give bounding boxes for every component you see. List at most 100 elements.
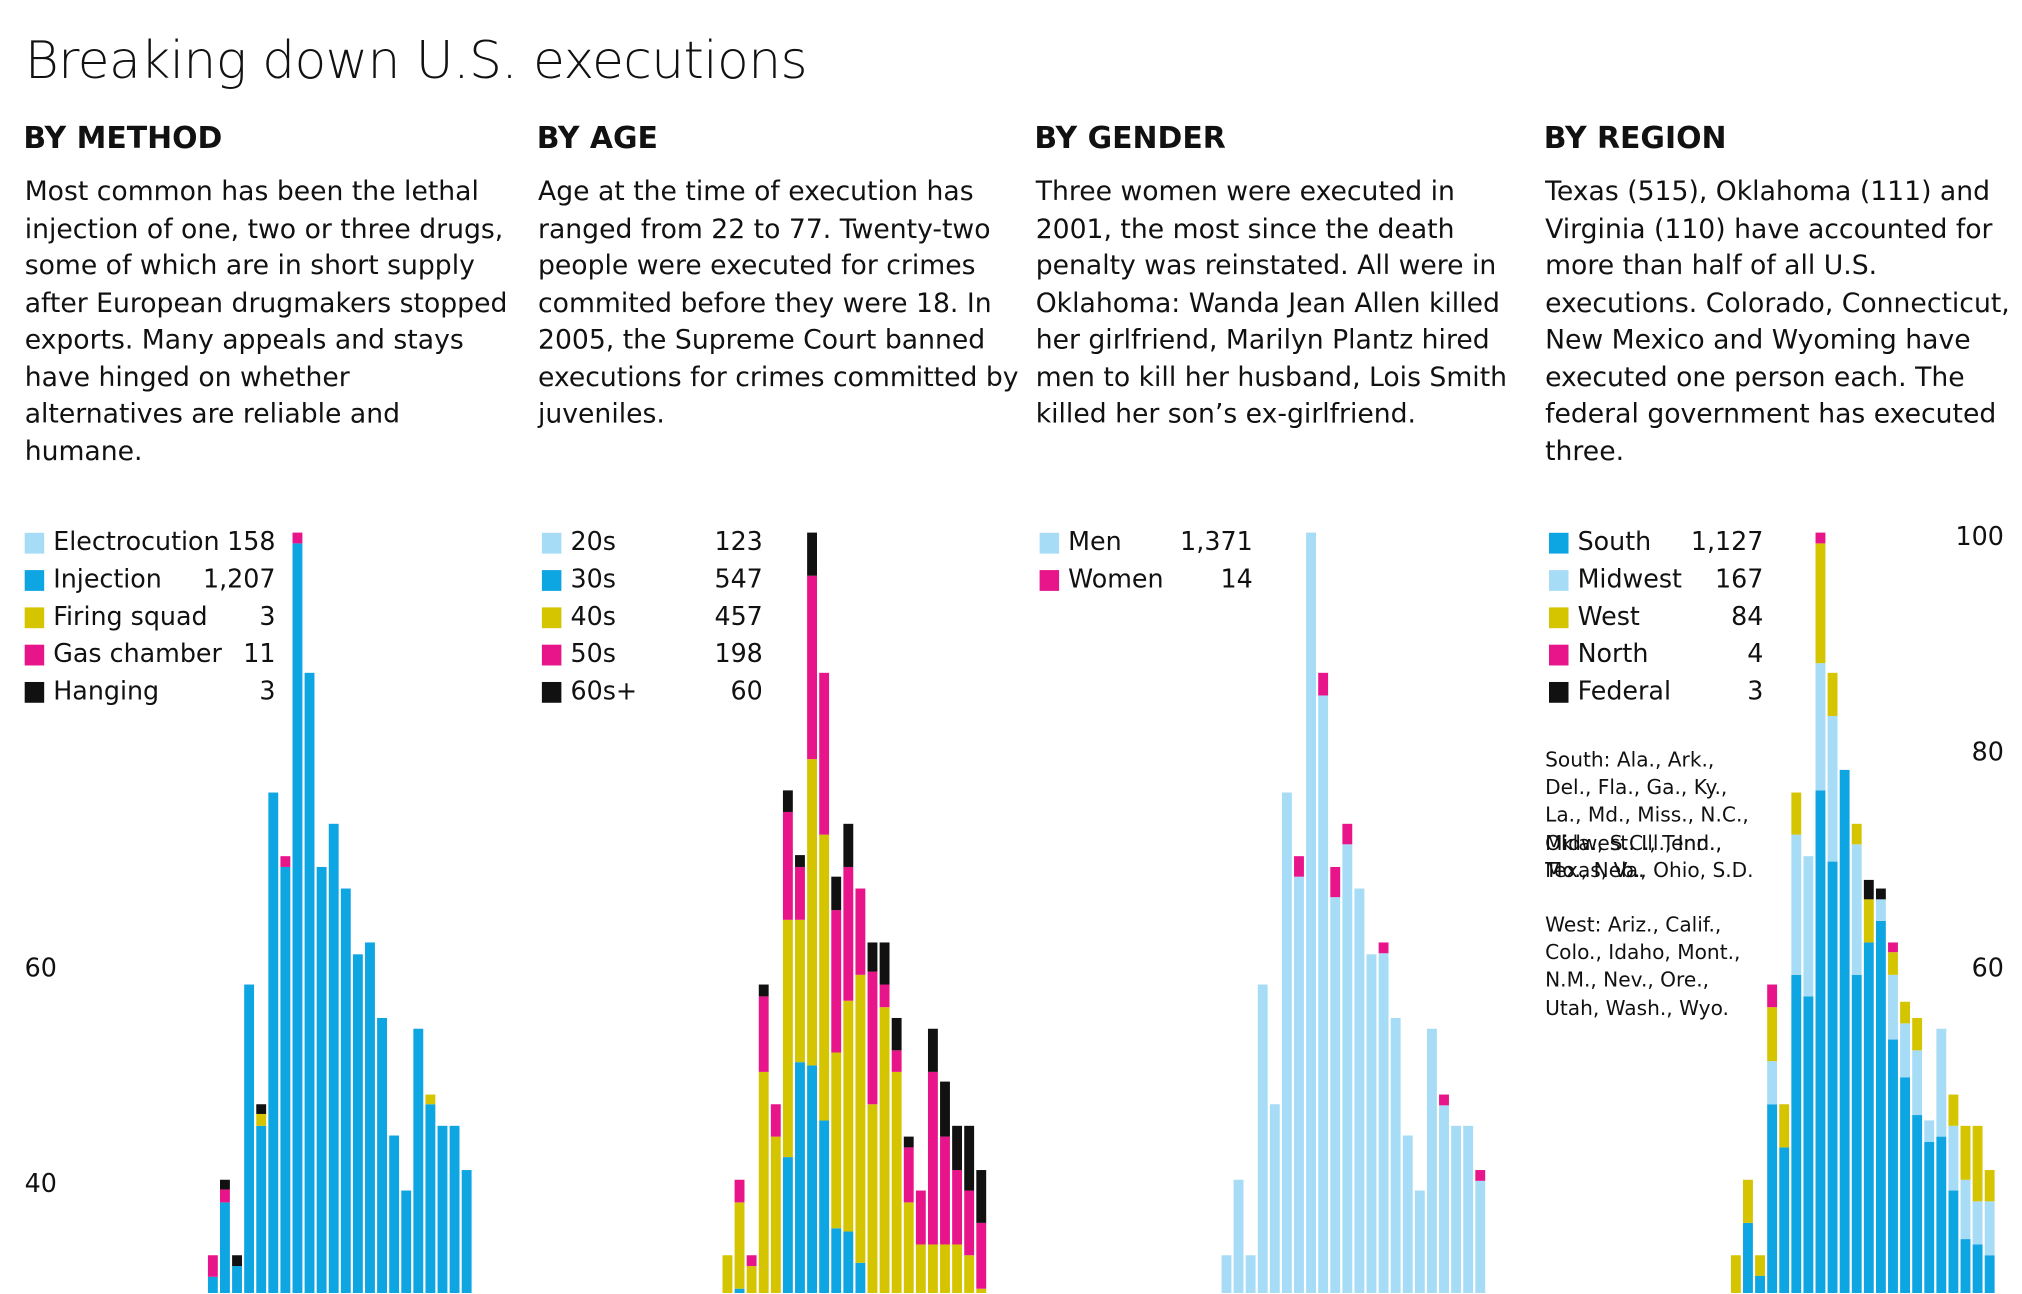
bar-segment (843, 1231, 854, 1294)
bar-segment (232, 1266, 242, 1294)
y-tick-label: 100 (1955, 521, 2003, 551)
bar-segment (879, 984, 890, 1008)
legend-swatch (1039, 570, 1060, 591)
bar-segment (807, 1065, 817, 1294)
bar-segment (1439, 1105, 1449, 1294)
bar-segment (1972, 1244, 1983, 1294)
legend-label: Federal (1578, 675, 1671, 705)
bar-segment (401, 1190, 412, 1294)
bar-segment (843, 1000, 854, 1232)
bar-segment (1924, 1120, 1935, 1143)
bar-segment (1257, 984, 1268, 1294)
legend-total: 547 (714, 563, 762, 593)
legend-swatch (24, 681, 45, 703)
bar-segment (1378, 953, 1389, 1294)
legend-label: Men (1068, 526, 1122, 556)
bar-segment (795, 919, 805, 1063)
bar-segment (915, 1190, 926, 1245)
bar-segment (1791, 974, 1802, 1294)
legend-swatch (1549, 570, 1569, 591)
region-note: West: Ariz., Calif., Colo., Idaho, Mont.… (1545, 913, 1741, 1020)
bar-segment (867, 942, 878, 972)
bar-segment (1888, 952, 1898, 975)
bar-segment (1972, 1125, 1983, 1202)
bar-segment (304, 672, 315, 1294)
bar-segment (1827, 715, 1838, 862)
bar-segment (256, 1125, 267, 1294)
bar-segment (1960, 1179, 1971, 1240)
legend-total: 60 (731, 675, 763, 705)
section-heading: BY GENDER (1034, 122, 1226, 156)
bar-segment (220, 1202, 230, 1294)
bar-segment (1767, 984, 1778, 1008)
bar-segment (1984, 1201, 1995, 1256)
bar-segment (831, 910, 842, 1053)
bar-segment (461, 1170, 472, 1294)
bar-segment (437, 1125, 448, 1294)
bar-segment (758, 996, 769, 1072)
bar-segment (1767, 1061, 1778, 1105)
bar-segment (940, 1244, 950, 1294)
bar-segment (1475, 1170, 1486, 1181)
bar-segment (232, 1255, 242, 1267)
bar-segment (940, 1136, 950, 1245)
legend-label: Women (1068, 563, 1163, 593)
page-title: Breaking down U.S. executions (24, 31, 808, 91)
bar-segment (1269, 1104, 1280, 1294)
bar-segment (1330, 866, 1341, 898)
legend-label: 30s (570, 563, 615, 593)
bar-segment (256, 1113, 267, 1126)
section-text: Texas (515), Oklahoma (111) and Virginia… (1545, 175, 2010, 466)
bar-segment (1912, 1115, 1923, 1294)
bar-segment (1863, 879, 1874, 900)
bar-segment (1791, 792, 1802, 835)
bar-segment (1888, 974, 1898, 1040)
bar-segment (1851, 844, 1862, 975)
legend-swatch (24, 532, 45, 554)
bar-segment (365, 942, 375, 1294)
bar-segment (377, 1017, 387, 1294)
legend-label: 50s (570, 638, 615, 668)
bar-segment (1779, 1147, 1790, 1294)
bar-segment (964, 1125, 975, 1191)
legend-swatch (1549, 532, 1569, 554)
legend-total: 84 (1731, 601, 1763, 631)
bar-segment (1451, 1125, 1462, 1294)
bar-segment (1755, 1255, 1765, 1276)
bar-segment (855, 974, 866, 1263)
legend-total: 457 (714, 601, 762, 631)
bar-segment (795, 1062, 805, 1294)
bar-segment (1439, 1094, 1449, 1106)
y-tick-label: 60 (25, 952, 57, 982)
bar-segment (352, 954, 363, 1294)
bar-segment (1960, 1239, 1971, 1294)
bar-segment (449, 1125, 460, 1294)
bar-segment (807, 575, 817, 760)
bar-segment (1875, 899, 1886, 921)
bar-segment (1318, 672, 1329, 696)
bar-segment (758, 1071, 769, 1294)
bar-segment (1863, 942, 1874, 1294)
legend-swatch (541, 532, 562, 554)
legend-label: Gas chamber (53, 638, 222, 668)
bar-segment (1936, 1028, 1947, 1137)
bar-segment (734, 1202, 745, 1289)
bar-segment (1815, 532, 1826, 544)
bar-segment (952, 1170, 963, 1245)
legend-swatch (541, 644, 562, 666)
bar-segment (1414, 1190, 1425, 1294)
legend-total: 3 (1747, 675, 1763, 705)
bar-segment (831, 876, 842, 911)
bar-segment (819, 672, 830, 835)
bar-segment (782, 919, 793, 1158)
bar-segment (1803, 856, 1814, 997)
bar-segment (795, 866, 805, 920)
bar-segment (1900, 1001, 1911, 1024)
bar-segment (1912, 1050, 1923, 1116)
bar-segment (1888, 942, 1898, 953)
y-tick-label: 40 (25, 1168, 57, 1198)
bar-segment (722, 1255, 733, 1294)
bar-segment (1900, 1023, 1911, 1078)
bar-segment (927, 1071, 938, 1245)
